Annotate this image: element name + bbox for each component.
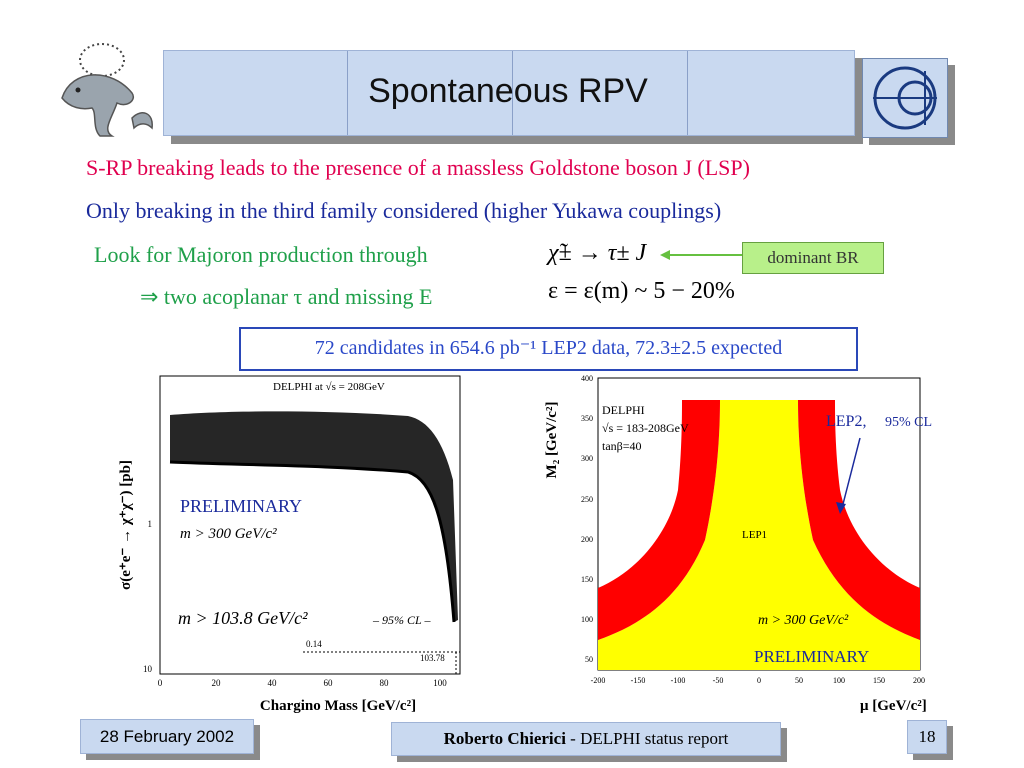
lep2-pointer <box>841 437 861 509</box>
left-plot-header: DELPHI at √s = 208GeV <box>273 381 385 393</box>
left-xtick: 80 <box>380 678 390 688</box>
arrow-icon <box>660 250 744 260</box>
right-xtick: 200 <box>913 676 925 685</box>
right-xtick: 0 <box>757 676 761 685</box>
lep1-label: LEP1 <box>742 529 767 541</box>
slide-title: Spontaneous RPV <box>368 72 648 110</box>
footer-author: Roberto Chierici - DELPHI status report <box>391 722 781 756</box>
footer-date: 28 February 2002 <box>80 719 254 754</box>
lep2-region-right <box>798 400 920 640</box>
right-xtick: -50 <box>713 676 724 685</box>
left-ytick: 1 <box>148 519 153 529</box>
right-header3: tanβ=40 <box>602 439 642 453</box>
cern-logo-icon <box>873 66 937 130</box>
right-xtick: -200 <box>591 676 606 685</box>
chargino-xsec-plot: DELPHI at √s = 208GeV PRELIMINARY m > 30… <box>118 375 461 714</box>
dolphin-logo-icon <box>61 43 153 137</box>
lep2-pointer-head <box>836 502 846 514</box>
m2-mu-exclusion-plot: DELPHI √s = 183-208GeV tanβ=40 LEP1 LEP2… <box>544 374 932 714</box>
left-marker-mass: 103.78 <box>420 653 445 663</box>
left-xtick: 100 <box>433 678 447 688</box>
left-sneutrino: m > 300 GeV/c² <box>180 526 277 542</box>
right-xtick: 50 <box>795 676 803 685</box>
right-xtick: -100 <box>671 676 686 685</box>
right-ytick: 100 <box>581 615 593 624</box>
left-mass-limit: m > 103.8 GeV/c² <box>178 608 308 628</box>
right-xtick: 150 <box>873 676 885 685</box>
right-ytick: 250 <box>581 495 593 504</box>
text-line-breaking: S-RP breaking leads to the presence of a… <box>86 155 750 180</box>
lep1-region <box>598 400 920 670</box>
left-xtick: 0 <box>158 678 163 688</box>
left-cl: – 95% CL – <box>372 613 431 627</box>
efficiency-formula: ε = ε(m) ~ 5 − 20% <box>548 278 735 304</box>
page-number: 18 <box>907 720 947 754</box>
lep2-label: LEP2, <box>826 413 866 430</box>
dominant-br-badge: dominant BR <box>742 242 884 274</box>
title-bar <box>163 50 855 136</box>
cern-logo <box>862 58 948 138</box>
right-ytick: 200 <box>581 535 593 544</box>
left-xticks: 0 20 40 60 80 100 <box>158 678 448 688</box>
right-yticks: 50 100 150 200 250 300 350 400 <box>581 374 593 664</box>
text-line-acoplanar: ⇒ two acoplanar τ and missing E <box>140 284 433 309</box>
right-sneutrino: m > 300 GeV/c² <box>758 613 849 628</box>
right-ytick: 50 <box>585 655 593 664</box>
right-header2: √s = 183-208GeV <box>602 421 689 435</box>
right-preliminary: PRELIMINARY <box>754 647 869 666</box>
right-ytick: 150 <box>581 575 593 584</box>
right-ytick: 350 <box>581 414 593 423</box>
left-ylabel: σ(e⁺e⁻ → χ⁺χ⁻) [pb] <box>118 460 134 590</box>
left-xlabel: Chargino Mass [GeV/c²] <box>260 698 416 714</box>
text-line-third-family: Only breaking in the third family consid… <box>86 198 722 223</box>
author-subtitle: - DELPHI status report <box>565 729 729 748</box>
decay-formula: χ̃± → τ± J <box>548 240 647 266</box>
text-line-majoron: Look for Majoron production through <box>94 242 428 267</box>
right-xtick: 100 <box>833 676 845 685</box>
right-ytick: 400 <box>581 374 593 383</box>
author-name: Roberto Chierici <box>443 729 566 748</box>
right-xticks: -200 -150 -100 -50 0 50 100 150 200 <box>591 676 925 685</box>
candidates-box: 72 candidates in 654.6 pb⁻¹ LEP2 data, 7… <box>239 327 858 371</box>
left-xtick: 40 <box>268 678 278 688</box>
right-xlabel: μ [GeV/c²] <box>860 698 927 714</box>
lep2-region-left <box>598 400 720 640</box>
left-marker-value: 0.14 <box>306 639 322 649</box>
left-preliminary: PRELIMINARY <box>180 496 302 516</box>
left-xtick: 60 <box>324 678 334 688</box>
right-ytick: 300 <box>581 454 593 463</box>
right-header1: DELPHI <box>602 403 645 417</box>
lep2-cl: 95% CL <box>885 415 932 430</box>
right-ylabel: M₂ [GeV/c²] <box>544 402 560 479</box>
left-ytick: 10 <box>143 664 153 674</box>
xsec-lower-curve <box>169 460 456 623</box>
left-xtick: 20 <box>212 678 222 688</box>
right-xtick: -150 <box>631 676 646 685</box>
